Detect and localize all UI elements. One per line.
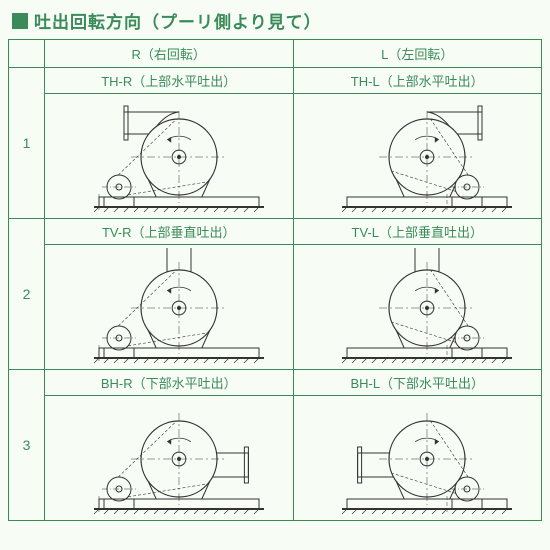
header-blank <box>9 40 45 68</box>
diagram-r <box>45 396 294 521</box>
row-number: 1 <box>9 68 45 219</box>
diagram-l <box>293 245 542 370</box>
cell-label-l: TV-L（上部垂直吐出） <box>293 219 542 245</box>
cell-label-l: BH-L（下部水平吐出） <box>293 370 542 396</box>
page-title: 吐出回転方向（プーリ側より見て） <box>34 8 322 33</box>
title-row: 吐出回転方向（プーリ側より見て） <box>12 8 542 33</box>
rotation-table: R（右回転） L（左回転） 1 TH-R（上部水平吐出） TH-L（上部水平吐出… <box>8 39 542 521</box>
header-l: L（左回転） <box>293 40 542 68</box>
cell-label-r: TH-R（上部水平吐出） <box>45 68 294 94</box>
header-r: R（右回転） <box>45 40 294 68</box>
square-bullet <box>12 13 28 29</box>
row-number: 2 <box>9 219 45 370</box>
row-number: 3 <box>9 370 45 521</box>
cell-label-l: TH-L（上部水平吐出） <box>293 68 542 94</box>
cell-label-r: BH-R（下部水平吐出） <box>45 370 294 396</box>
diagram-l <box>293 94 542 219</box>
diagram-l <box>293 396 542 521</box>
diagram-r <box>45 245 294 370</box>
cell-label-r: TV-R（上部垂直吐出） <box>45 219 294 245</box>
diagram-r <box>45 94 294 219</box>
